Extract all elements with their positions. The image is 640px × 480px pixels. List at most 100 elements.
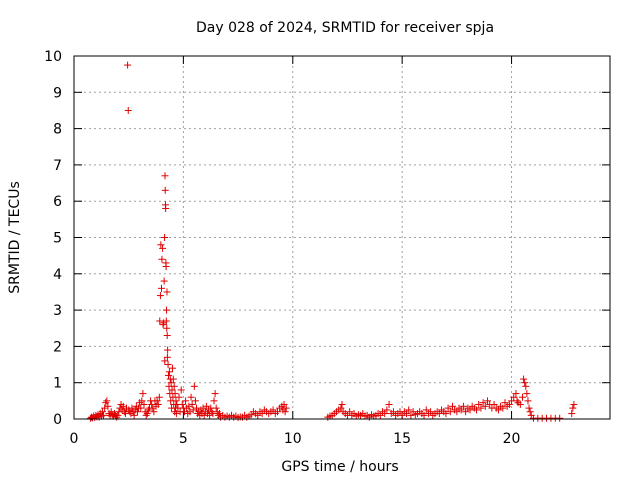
- data-point: [522, 382, 530, 390]
- data-point: [473, 406, 481, 414]
- data-point: [477, 404, 485, 412]
- data-point: [169, 393, 177, 401]
- data-point: [570, 400, 578, 408]
- data-point: [526, 408, 534, 416]
- data-point: [161, 172, 169, 180]
- data-point: [164, 361, 172, 369]
- data-point: [187, 393, 195, 401]
- data-point: [124, 61, 132, 69]
- chart-title: Day 028 of 2024, SRMTID for receiver spj…: [196, 20, 494, 36]
- data-point: [258, 410, 266, 418]
- data-point: [483, 397, 491, 405]
- y-tick-label: 2: [53, 339, 62, 355]
- data-point: [177, 386, 185, 394]
- data-point: [337, 404, 345, 412]
- data-point: [168, 386, 176, 394]
- y-tick-label: 4: [53, 267, 62, 283]
- data-point: [518, 393, 526, 401]
- data-points: [86, 61, 578, 422]
- data-point: [521, 379, 529, 387]
- y-tick-label: 3: [53, 303, 62, 319]
- data-point: [107, 408, 115, 416]
- data-point: [163, 288, 171, 296]
- data-point: [459, 402, 467, 410]
- data-point: [499, 404, 507, 412]
- data-point: [448, 402, 456, 410]
- data-point: [407, 411, 415, 419]
- y-tick-label: 10: [44, 49, 62, 65]
- data-point: [457, 406, 465, 414]
- data-point: [142, 411, 150, 419]
- data-point: [191, 397, 199, 405]
- data-point: [556, 414, 564, 422]
- data-point: [165, 368, 173, 376]
- data-point: [149, 404, 157, 412]
- data-point: [156, 317, 164, 325]
- data-point: [172, 410, 180, 418]
- data-point: [462, 408, 470, 416]
- data-point: [210, 397, 218, 405]
- data-point: [188, 400, 196, 408]
- data-point: [154, 400, 162, 408]
- data-point: [162, 263, 170, 271]
- data-point: [381, 410, 389, 418]
- data-point: [338, 400, 346, 408]
- data-point: [172, 397, 180, 405]
- data-point: [524, 397, 532, 405]
- data-point: [113, 413, 121, 421]
- data-point: [446, 408, 454, 416]
- data-point: [161, 186, 169, 194]
- data-point: [162, 317, 170, 325]
- data-point: [157, 241, 165, 249]
- data-point: [346, 408, 354, 416]
- y-tick-label: 7: [53, 158, 62, 174]
- data-point: [163, 332, 171, 340]
- data-point: [403, 410, 411, 418]
- x-tick-label: 15: [393, 431, 411, 447]
- data-point: [140, 400, 148, 408]
- data-point: [162, 204, 170, 212]
- data-point: [125, 406, 133, 414]
- data-point: [185, 402, 193, 410]
- data-point: [128, 404, 136, 412]
- data-point: [523, 390, 531, 398]
- y-axis-label: SRMTID / TECUs: [7, 181, 23, 294]
- data-point: [161, 234, 169, 241]
- y-tick-label: 0: [53, 412, 62, 428]
- data-point: [163, 306, 171, 314]
- y-tick-label: 1: [53, 376, 62, 392]
- data-point: [281, 408, 289, 416]
- data-point: [475, 400, 483, 408]
- data-point: [182, 397, 190, 405]
- data-point: [158, 284, 166, 292]
- data-point: [254, 411, 262, 419]
- data-point: [405, 406, 413, 414]
- data-point: [273, 408, 281, 416]
- data-point: [513, 397, 521, 405]
- data-point: [124, 106, 132, 114]
- data-point: [510, 393, 518, 401]
- data-point: [168, 364, 176, 372]
- data-point: [568, 410, 576, 418]
- data-point: [102, 399, 110, 407]
- data-point: [167, 379, 175, 387]
- data-point: [175, 393, 183, 401]
- data-point: [137, 404, 145, 412]
- data-point: [199, 404, 207, 412]
- data-point: [202, 402, 210, 410]
- data-point: [209, 410, 217, 418]
- data-point: [119, 402, 127, 410]
- data-point: [159, 321, 167, 329]
- data-point: [133, 408, 141, 416]
- data-point: [159, 244, 167, 252]
- data-point: [98, 408, 106, 416]
- data-point: [150, 408, 158, 416]
- data-point: [104, 402, 112, 410]
- data-point: [525, 404, 533, 412]
- data-point: [282, 404, 290, 412]
- data-point: [466, 406, 474, 414]
- data-point: [427, 408, 435, 416]
- data-point: [453, 408, 461, 416]
- data-point: [155, 393, 163, 401]
